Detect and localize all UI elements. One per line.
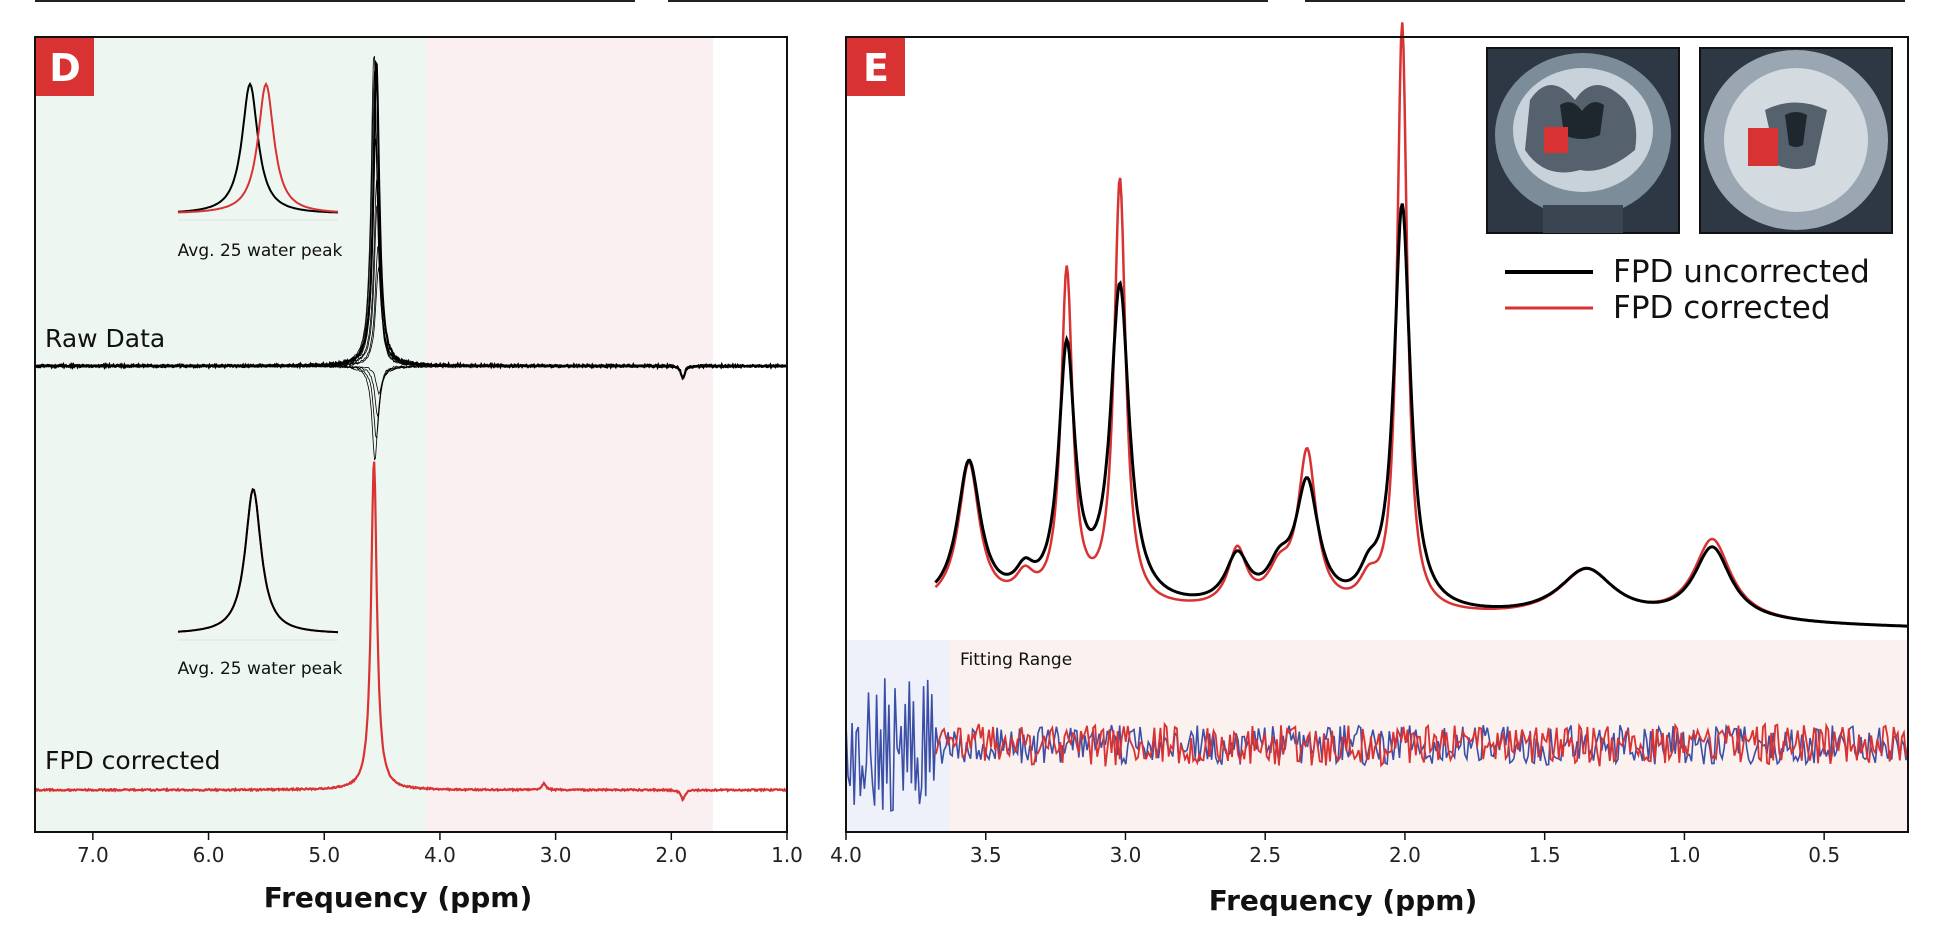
legend-label-corrected: FPD corrected: [1613, 290, 1831, 326]
inset-raw-water-peak: [177, 81, 339, 221]
panel-e-tick-label: 3.5: [970, 843, 1002, 867]
raw-data-label: Raw Data: [45, 324, 165, 353]
fpd-corrected-spectrum: [934, 22, 1909, 628]
fitting-range-label: Fitting Range: [960, 650, 1072, 670]
panel-e-frame: [845, 36, 1909, 833]
panel-e-label-box: [847, 38, 905, 96]
panel-e-tick-label: 2.5: [1249, 843, 1281, 867]
fitting-range-outside: [847, 640, 950, 832]
panel-d-label: D: [49, 46, 81, 90]
panel-e-tick-label: 1.0: [1669, 843, 1701, 867]
fpd-corrected-line: [34, 461, 788, 803]
legend: FPD uncorrected FPD corrected: [1505, 254, 1870, 326]
panel-e-xlabel: Frequency (ppm): [1209, 884, 1478, 917]
mri-coronal-voxel: [1544, 127, 1568, 153]
fpd-uncorrected-spectrum: [934, 203, 1908, 628]
panel-d-tick-label: 5.0: [308, 843, 340, 867]
legend-label-uncorrected: FPD uncorrected: [1613, 254, 1870, 290]
panel-e-tick-label: 1.5: [1529, 843, 1561, 867]
raw-data-line: [34, 59, 788, 380]
panel-d-traces: [34, 55, 788, 803]
panel-e-label: E: [863, 46, 889, 90]
mri-coronal-image: [1486, 47, 1680, 234]
panel-d-label-box: [36, 38, 94, 96]
inset-raw-caption: Avg. 25 water peak: [178, 241, 343, 261]
panel-d-tick-label: 4.0: [424, 843, 456, 867]
panel-d-xlabel: Frequency (ppm): [264, 881, 533, 914]
panel-d-x-ticks: 7.0 6.0 5.0 4.0 3.0 2.0 1.0: [77, 832, 803, 867]
inset-curve: [177, 81, 339, 214]
panel-e-tick-label: 0.5: [1808, 843, 1840, 867]
panel-d-tick-label: 7.0: [77, 843, 109, 867]
panel-d-tick-label: 1.0: [771, 843, 803, 867]
panel-e-tick-label: 4.0: [830, 843, 862, 867]
panel-d-tick-label: 2.0: [655, 843, 687, 867]
inset-corrected-caption: Avg. 25 water peak: [178, 659, 343, 679]
panel-e-tick-label: 2.0: [1389, 843, 1421, 867]
panel-d-region-water: [36, 37, 426, 832]
mri-axial-image: [1699, 47, 1893, 234]
inset-curve: [177, 488, 339, 634]
corrected-residual-line: [935, 721, 1909, 768]
panel-e-traces: [934, 22, 1909, 628]
panel-d: D Raw Data FPD corrected Avg. 25 water p…: [34, 36, 803, 914]
fpd-corrected-label: FPD corrected: [45, 746, 220, 775]
panel-d-frame: [34, 36, 788, 833]
panel-e-residuals: [845, 678, 1909, 812]
panel-e: E Fitting Range FPD uncorrected FPD corr…: [830, 22, 1909, 917]
panel-d-tick-label: 6.0: [193, 843, 225, 867]
panel-e-tick-label: 3.0: [1110, 843, 1142, 867]
panel-d-tick-label: 3.0: [540, 843, 572, 867]
inset-corrected-water-peak: [177, 488, 339, 641]
panel-e-x-ticks: 4.0 3.5 3.0 2.5 2.0 1.5 1.0 0.5: [830, 832, 1840, 867]
mri-axial-voxel: [1748, 128, 1778, 166]
panel-d-region-metabolite: [426, 37, 713, 832]
